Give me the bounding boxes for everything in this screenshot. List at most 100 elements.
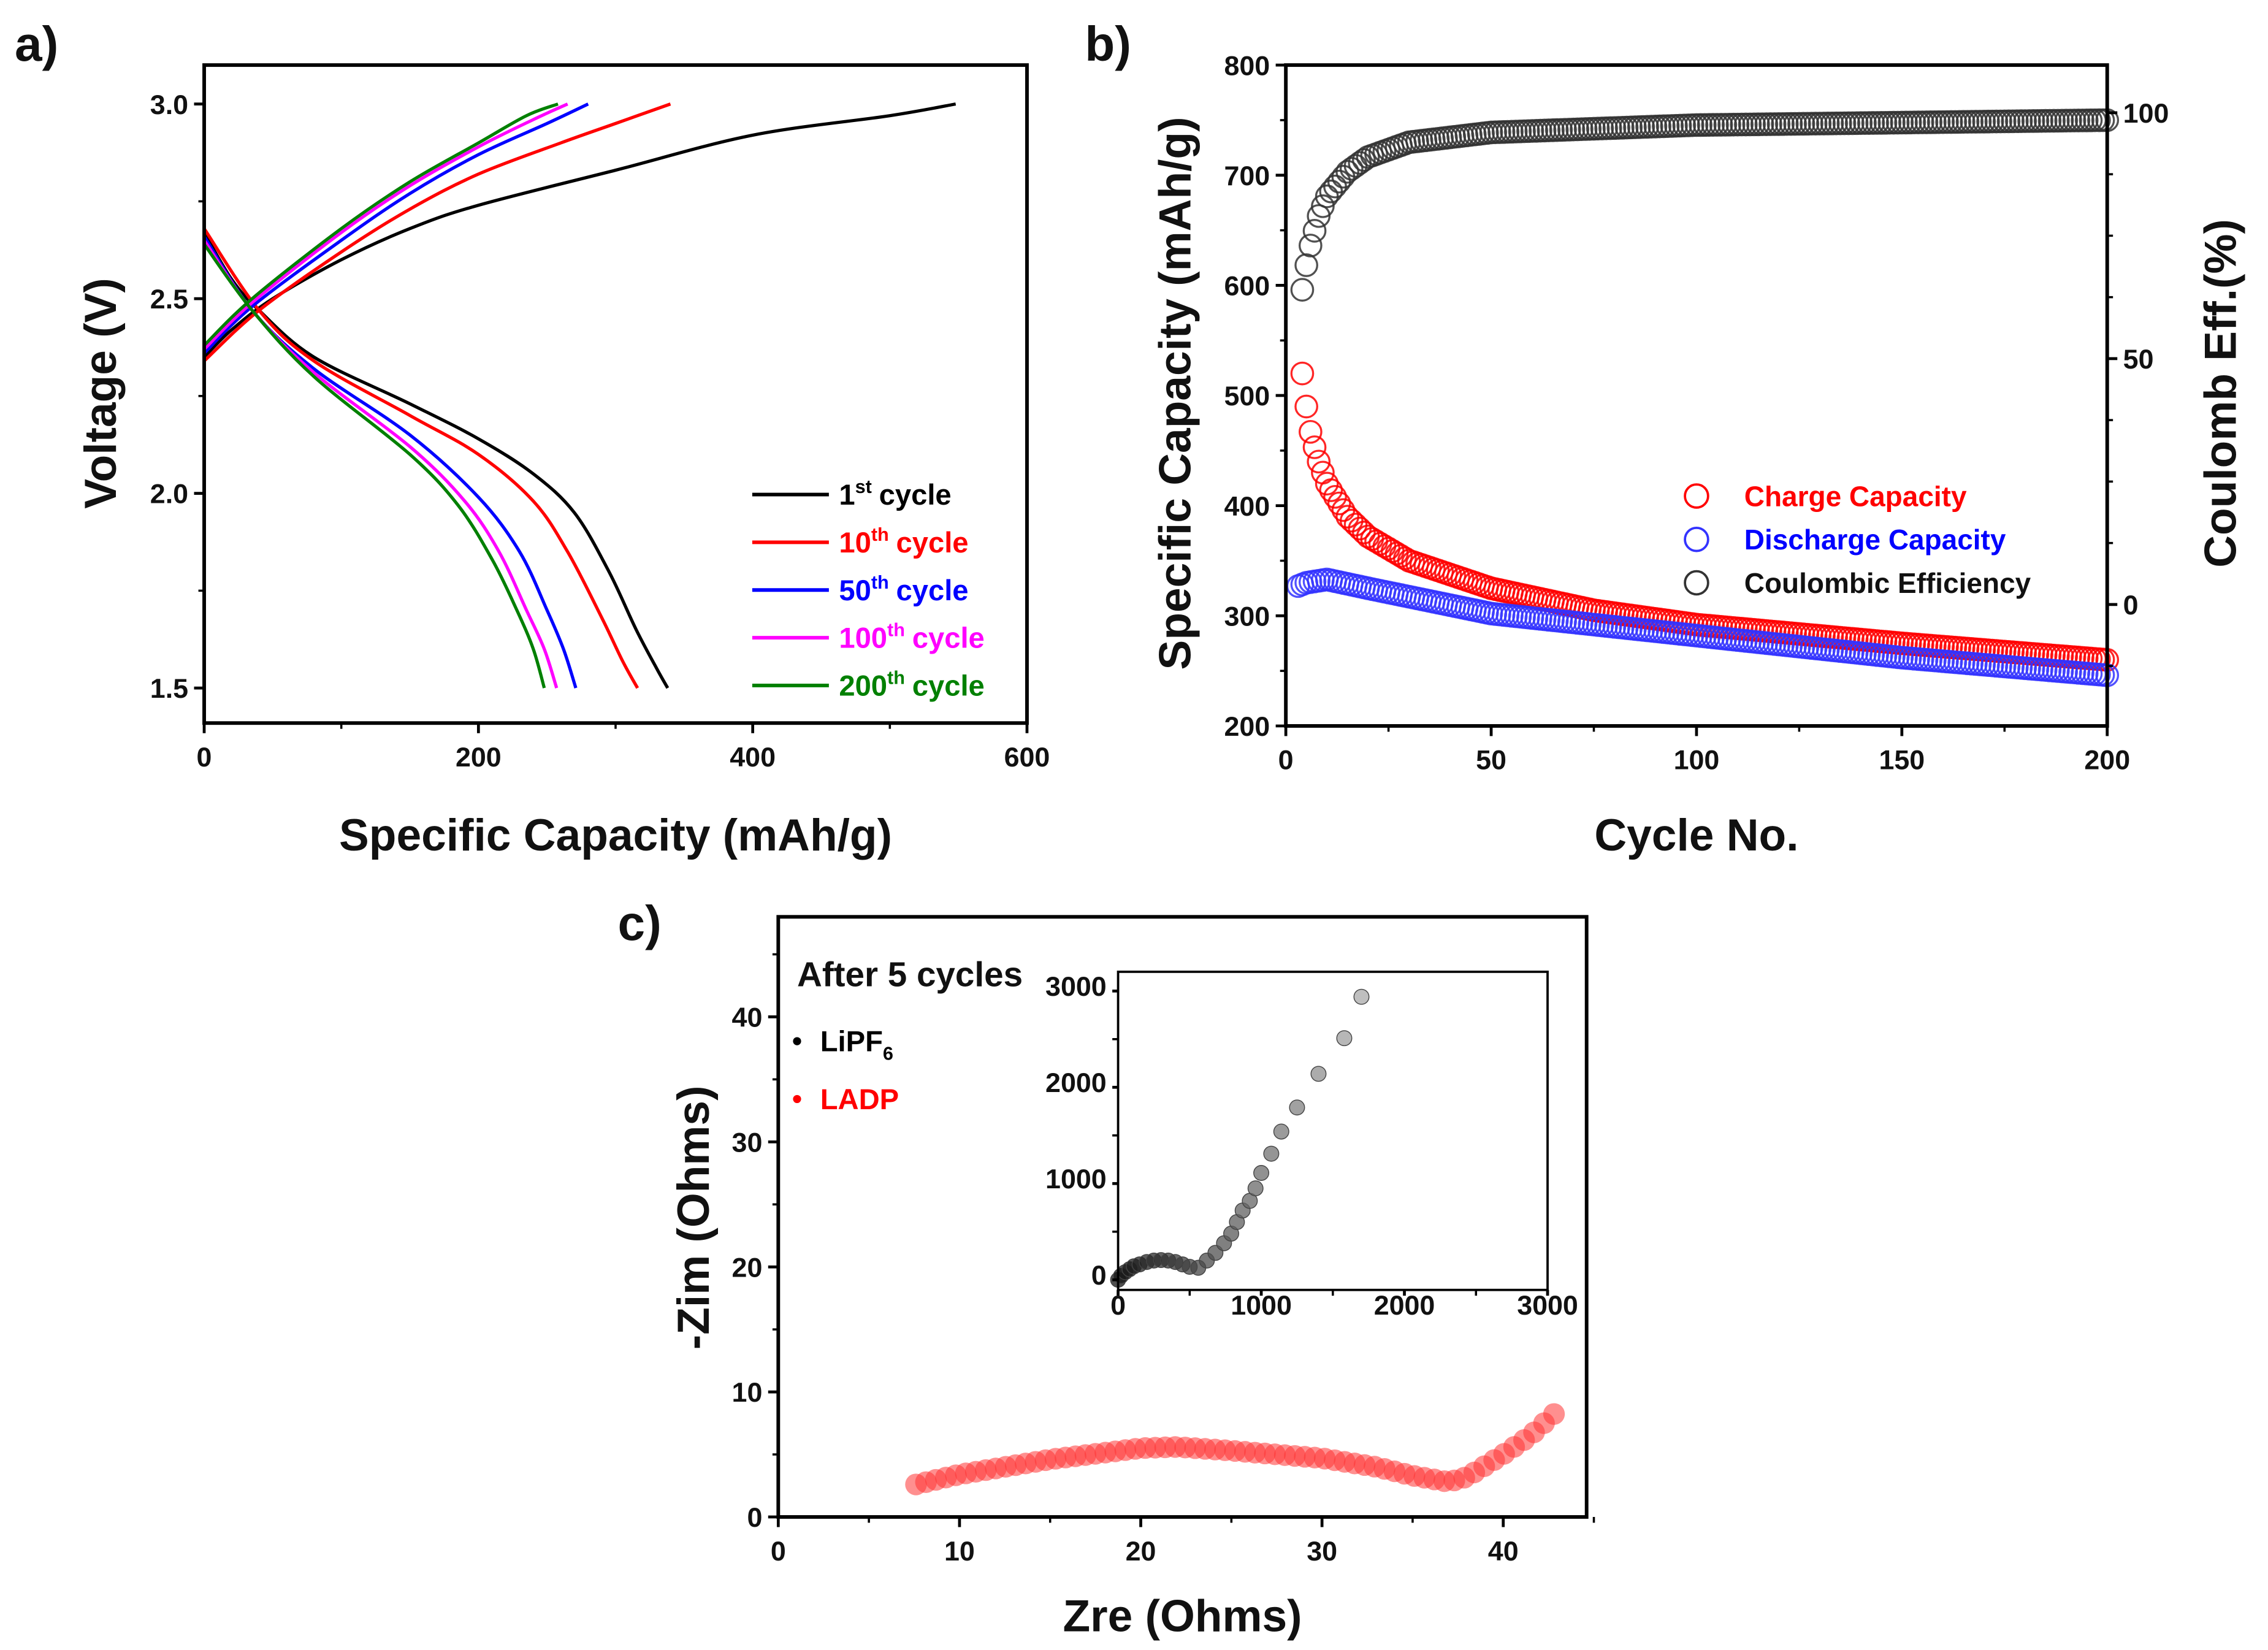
series-coulombic-efficiency [1290, 108, 2120, 302]
data-point [1307, 449, 1331, 474]
y-tick-label: 40 [732, 1003, 763, 1033]
legend-subscript: 6 [883, 1044, 893, 1064]
legend-label: LiPF [820, 1025, 883, 1058]
y-tick-label: 2.0 [150, 479, 188, 510]
legend-marker [1684, 570, 1709, 596]
x-tick-label: 0 [1110, 1290, 1126, 1321]
discharge-curve-200 [202, 243, 546, 689]
x-axis-title: Specific Capacity (mAh/g) [339, 811, 892, 860]
data-point [1327, 491, 1351, 516]
data-point [1298, 234, 1323, 258]
y-tick-label: 100 [2123, 98, 2169, 129]
panel-a-voltage-profiles: 0 200 400 600 1.5 2.0 2.5 3.0 Specific Capacity … [76, 63, 1050, 860]
inset-data-point [1353, 988, 1370, 1005]
panel-label-b: b) [1085, 16, 1131, 71]
legend-entry: LADP [820, 1083, 899, 1115]
legend-label: cycle [896, 574, 969, 606]
x-axis-title: Zre (Ohms) [1063, 1591, 1302, 1641]
series-ladp [905, 1403, 1565, 1495]
data-point [1307, 204, 1331, 228]
legend-label: Charge Capacity [1744, 480, 1967, 512]
legend-superscript: th [887, 620, 905, 641]
x-axis-title: Cycle No. [1594, 811, 1798, 860]
y-tick-label: 3.0 [150, 90, 188, 120]
legend-label: LADP [820, 1083, 899, 1115]
y-tick-label: 10 [732, 1377, 763, 1408]
data-point [1352, 521, 1376, 544]
plot-frame [776, 915, 1589, 1519]
charge-curve-1 [203, 102, 956, 359]
legend-marker [793, 1037, 801, 1045]
legend-superscript: st [855, 476, 872, 497]
data-point [1319, 478, 1343, 502]
y-axis-title: Voltage (V) [76, 278, 126, 508]
legend-marker [793, 1094, 801, 1104]
x-tick-label: 3000 [1517, 1290, 1578, 1321]
legend-entry: LiPF6 [820, 1025, 893, 1064]
y-axis-title: Specific Capacity (mAh/g) [1150, 117, 1200, 670]
panel-b-cycling: 0 50 100 150 200 200 300 400 500 600 700 800 0 50 100 C… [1150, 50, 2245, 860]
y-tick-label: 2.5 [150, 284, 188, 315]
y-tick-label: 0 [1091, 1260, 1107, 1291]
x-tick-label: 400 [730, 742, 776, 773]
inset-data-point [1273, 1123, 1289, 1140]
series-discharge-capacity [1286, 567, 2120, 687]
x-tick-label: 600 [1004, 742, 1050, 773]
y-tick-label: 700 [1224, 161, 1270, 191]
x-tick-label: 10 [944, 1536, 975, 1567]
legend-number: 10 [839, 526, 871, 559]
legend-label: Coulombic Efficiency [1744, 567, 2031, 599]
charge-curve-200 [203, 102, 559, 347]
y-tick-label: 800 [1224, 50, 1270, 81]
y-tick-label: 600 [1224, 271, 1270, 302]
x-tick-label: 0 [1278, 745, 1294, 776]
x-tick-label: 200 [456, 742, 502, 773]
data-point [1335, 159, 1359, 184]
legend-number: 1 [839, 478, 855, 511]
x-tick-label: 30 [1307, 1536, 1337, 1567]
y-tick-label: 20 [732, 1252, 763, 1283]
x-tick-label: 200 [2084, 745, 2130, 776]
legend: Charge Capacity Discharge Capacity Coulomb… [1684, 480, 2031, 599]
panel-label-a: a) [15, 16, 58, 71]
panel-label-c: c) [618, 895, 662, 950]
data-point [1311, 194, 1335, 218]
legend-entry: 10th cycle [839, 524, 968, 559]
data-point [1302, 435, 1327, 459]
data-point [1294, 253, 1318, 277]
y-tick-label: 0 [747, 1502, 762, 1533]
y-axis-title: -Zim (Ohms) [669, 1086, 719, 1350]
inset-data-point [1263, 1145, 1280, 1162]
legend-entry: 200th cycle [839, 668, 984, 702]
legend-entry: 50th cycle [839, 572, 968, 606]
discharge-curve-10 [202, 227, 640, 689]
data-point [1302, 219, 1327, 243]
legend-label: cycle [896, 526, 969, 559]
legend-superscript: th [871, 524, 889, 545]
y-tick-label: 50 [2123, 344, 2154, 375]
data-point [1335, 505, 1359, 529]
chart-title: After 5 cycles [797, 955, 1023, 993]
legend-marker [1684, 526, 1709, 552]
x-tick-label: 0 [197, 742, 212, 773]
data-point [1315, 472, 1339, 496]
x-tick-label: 0 [771, 1536, 786, 1567]
inset-background [1118, 971, 1548, 1290]
x-tick-label: 2000 [1374, 1290, 1435, 1321]
legend-label: cycle [912, 669, 985, 701]
legend-marker [1684, 483, 1709, 509]
x-tick-label: 20 [1126, 1536, 1156, 1567]
series-charge-capacity [1290, 361, 2120, 672]
inset-data-point [1253, 1165, 1270, 1181]
x-tick-label: 100 [1674, 745, 1720, 776]
panel-c-impedance: 0 10 20 30 40 0 10 20 30 40 Zre (Ohms) -Zim (Ohms) A… [669, 915, 1595, 1641]
x-tick-label: 50 [1476, 745, 1506, 776]
data-point [1290, 278, 1315, 302]
legend-number: 100 [839, 622, 887, 654]
x-tick-label: 1000 [1231, 1290, 1292, 1321]
x-tick-label: 150 [1879, 745, 1925, 776]
y-tick-label: 2000 [1045, 1068, 1107, 1098]
legend-label: cycle [912, 622, 985, 654]
